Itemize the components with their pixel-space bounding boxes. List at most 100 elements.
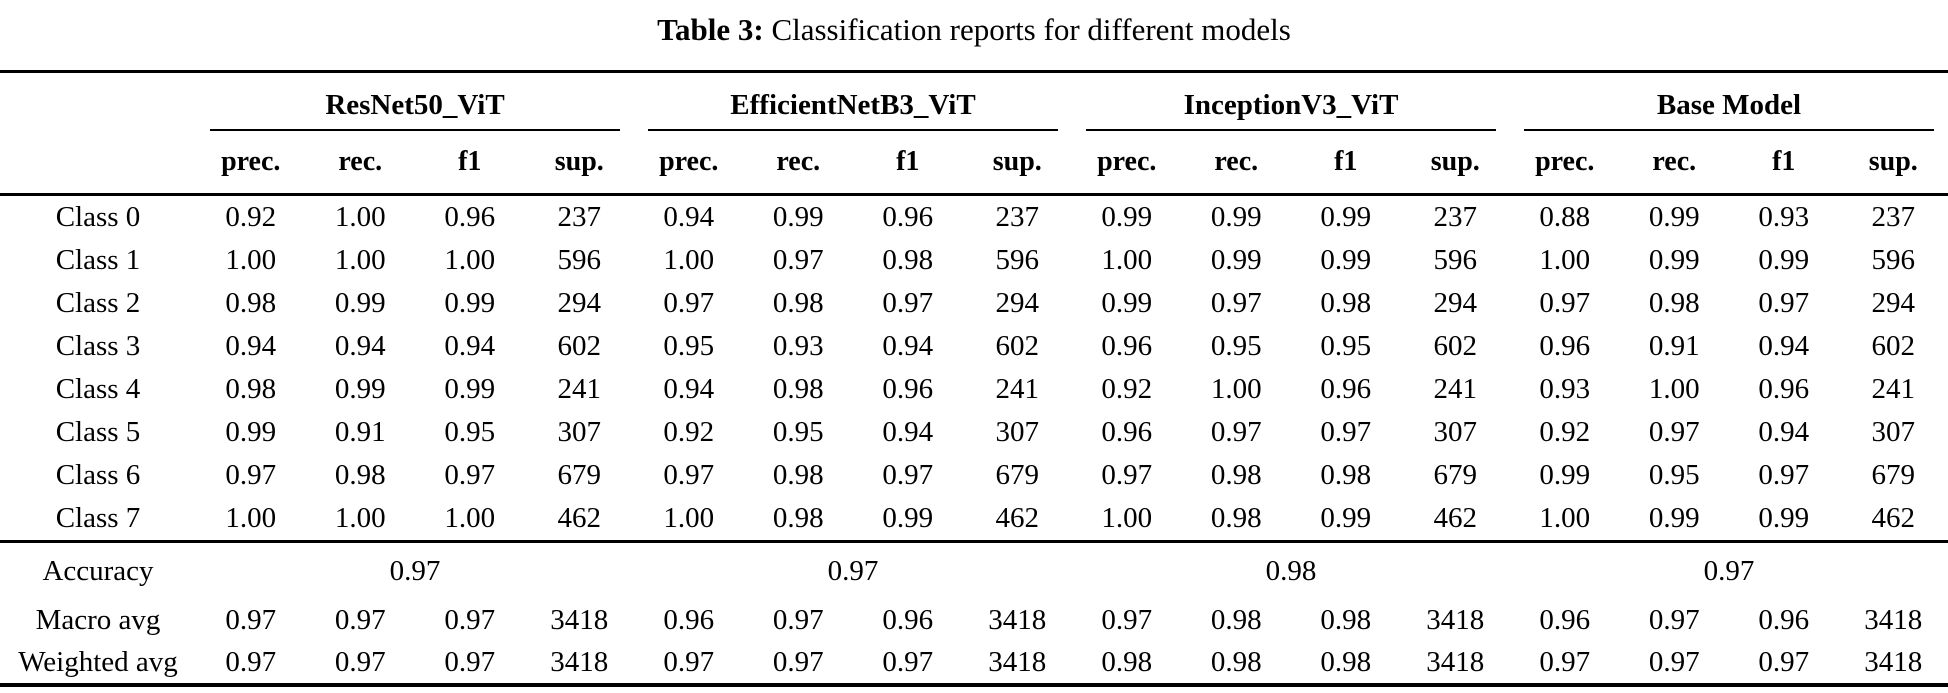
metric-value-cell: 0.97	[225, 603, 277, 636]
metric-value-cell: 1.00	[1539, 502, 1591, 534]
metric-value-cell: 307	[1871, 416, 1916, 448]
metric-value-cell: 0.99	[1648, 502, 1700, 534]
metric-value-cell: 307	[557, 416, 602, 448]
metric-value-cell: 1.00	[225, 502, 277, 534]
corner-cell	[0, 70, 196, 131]
metric-header-cell: f1	[415, 131, 525, 196]
corner-cell	[0, 131, 196, 196]
metric-value-cell: 1.00	[444, 244, 496, 276]
metric-value-cell: 0.94	[663, 201, 715, 233]
metric-value-cell: 0.99	[444, 287, 496, 319]
metric-value-cell: 1.00	[1210, 373, 1262, 405]
metric-value-cell: 0.95	[1320, 330, 1372, 362]
metric-value-cell: 0.98	[1181, 641, 1291, 687]
metric-value-cell: 0.97	[1210, 287, 1262, 319]
row-label-cell: Class 6	[55, 459, 141, 491]
row-label-cell: Class 0	[55, 201, 141, 233]
metric-value-cell: 0.97	[663, 459, 715, 491]
model-header-rule: ResNet50_ViT	[210, 89, 620, 131]
metric-value-cell: 0.98	[772, 373, 824, 405]
metric-value-cell: 0.96	[1101, 330, 1153, 362]
metric-value-cell: 0.96	[1758, 603, 1810, 636]
metric-header-cell: prec.	[1072, 131, 1182, 196]
metric-value-cell: 3418	[1400, 641, 1510, 687]
metric-value-cell: 294	[1433, 287, 1478, 319]
metric-value-cell: 0.97	[1539, 287, 1591, 319]
table-title-caption: Classification reports for different mod…	[771, 12, 1291, 47]
table-row: Class 5 0.99 0.91 0.95 307 0.92 0.95 0.94 307 0.9…	[0, 411, 1948, 454]
metric-value-cell: 1.00	[1648, 373, 1700, 405]
metric-value-cell: 0.97	[1510, 641, 1620, 687]
metric-value-cell: 307	[995, 416, 1040, 448]
metric-value-cell: 0.99	[444, 373, 496, 405]
metric-value-cell: 0.98	[1320, 287, 1372, 319]
metric-value-cell: 3418	[962, 641, 1072, 687]
metric-value-cell: 0.99	[1210, 201, 1262, 233]
metric-value-cell: 0.97	[1210, 416, 1262, 448]
metric-value-cell: 462	[1871, 502, 1916, 534]
model-header-rule: EfficientNetB3_ViT	[648, 89, 1058, 131]
metric-value-cell: 0.97	[1101, 459, 1153, 491]
metric-value-cell: 241	[1871, 373, 1916, 405]
metric-value-cell: 462	[995, 502, 1040, 534]
metric-value-cell: 0.99	[334, 373, 386, 405]
metric-value-cell: 0.97	[882, 459, 934, 491]
metric-value-cell: 1.00	[334, 502, 386, 534]
metric-value-cell: 1.00	[1101, 502, 1153, 534]
model-header-cell: Base Model	[1510, 70, 1948, 131]
metric-value-cell: 1.00	[663, 244, 715, 276]
row-label-cell: Class 4	[55, 373, 141, 405]
metric-value-cell: 0.95	[772, 416, 824, 448]
metric-value-cell: 0.99	[1320, 244, 1372, 276]
metric-value-cell: 0.97	[853, 641, 963, 687]
row-label-cell: Class 5	[55, 416, 141, 448]
metric-value-cell: 0.98	[1210, 459, 1262, 491]
metric-value-cell: 3418	[1426, 603, 1485, 636]
metric-value-cell: 0.93	[1758, 201, 1810, 233]
metric-value-cell: 307	[1433, 416, 1478, 448]
metric-value-cell: 237	[557, 201, 602, 233]
metric-value-cell: 0.98	[1648, 287, 1700, 319]
model-header-label: EfficientNetB3_ViT	[730, 89, 976, 121]
metric-header-cell: prec.	[196, 131, 306, 196]
table-title-label: Table 3:	[657, 12, 764, 47]
metric-value-cell: 0.98	[1210, 603, 1262, 636]
metric-value-cell: 0.99	[1648, 244, 1700, 276]
metric-value-cell: 0.96	[882, 373, 934, 405]
metric-value-cell: 0.92	[663, 416, 715, 448]
metric-value-cell: 0.96	[1320, 373, 1372, 405]
metric-value-cell: 0.96	[882, 603, 934, 636]
metric-value-cell: 0.99	[772, 201, 824, 233]
metric-value-cell: 0.94	[882, 330, 934, 362]
metric-value-cell: 1.00	[334, 201, 386, 233]
metric-value-cell: 0.99	[225, 416, 277, 448]
metric-value-cell: 0.96	[882, 201, 934, 233]
metric-header-cell: prec.	[634, 131, 744, 196]
metric-value-cell: 679	[1433, 459, 1478, 491]
metric-value-cell: 0.99	[1758, 502, 1810, 534]
metric-value-cell: 596	[1433, 244, 1478, 276]
metric-header-cell: rec.	[743, 131, 853, 196]
metric-value-cell: 0.97	[1729, 641, 1839, 687]
metric-value-cell: 679	[1871, 459, 1916, 491]
table-row: Class 3 0.94 0.94 0.94 602 0.95 0.93 0.94 602 0.9…	[0, 325, 1948, 368]
metric-value-cell: 1.00	[225, 244, 277, 276]
table-row: Class 4 0.98 0.99 0.99 241 0.94 0.98 0.96 241 0.9…	[0, 368, 1948, 411]
metric-value-cell: 0.96	[1539, 330, 1591, 362]
metric-value-cell: 0.98	[772, 502, 824, 534]
metric-value-cell: 0.97	[1101, 603, 1153, 636]
accuracy-value-cell: 0.97	[196, 540, 634, 599]
metric-value-cell: 0.98	[1320, 603, 1372, 636]
model-header-row: ResNet50_ViT EfficientNetB3_ViT InceptionV…	[0, 70, 1948, 131]
metric-header-cell: sup.	[1400, 131, 1510, 196]
table-row: Class 2 0.98 0.99 0.99 294 0.97 0.98 0.97 294 0.9…	[0, 282, 1948, 325]
metric-value-cell: 0.91	[334, 416, 386, 448]
metric-value-cell: 462	[557, 502, 602, 534]
metric-value-cell: 0.97	[415, 641, 525, 687]
metric-value-cell: 1.00	[444, 502, 496, 534]
metric-value-cell: 0.96	[1539, 603, 1591, 636]
metric-value-cell: 0.99	[1320, 502, 1372, 534]
metric-value-cell: 602	[557, 330, 602, 362]
metric-value-cell: 0.98	[334, 459, 386, 491]
metric-value-cell: 0.91	[1648, 330, 1700, 362]
